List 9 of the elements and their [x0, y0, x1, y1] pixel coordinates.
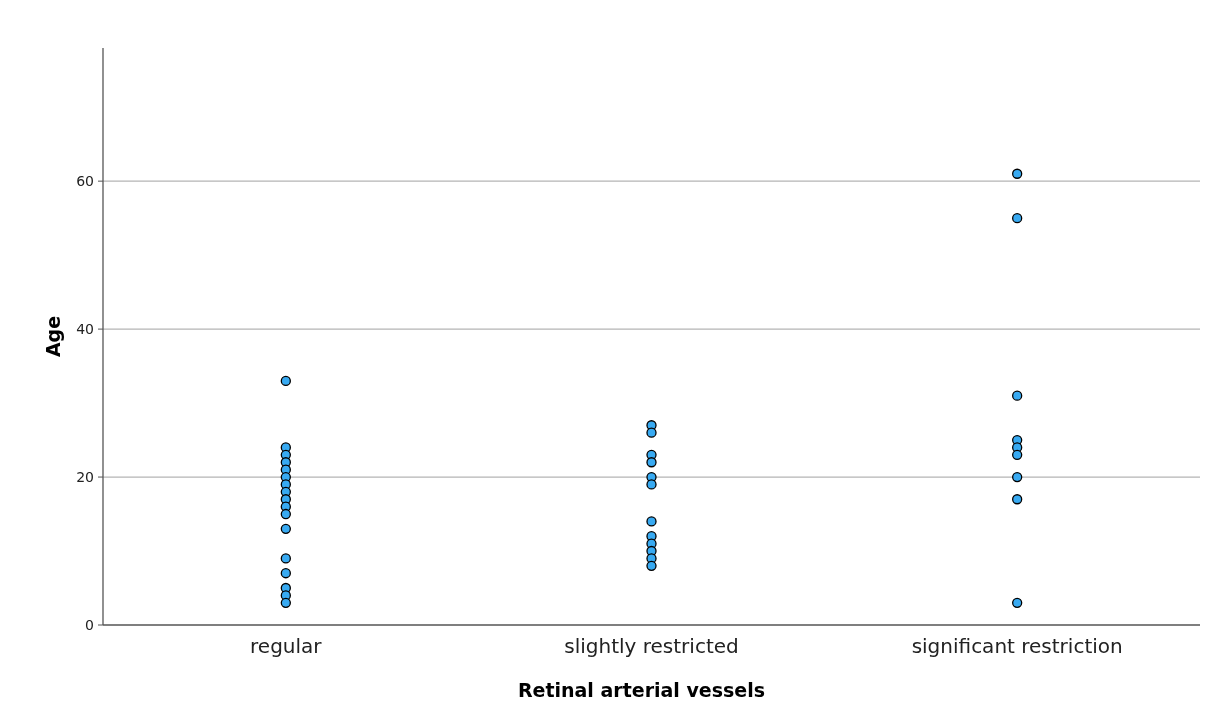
y-tick-label: 0	[85, 616, 94, 633]
y-tick-label: 20	[76, 468, 94, 485]
x-axis-title: Retinal arterial vessels	[517, 679, 766, 701]
x-tick-label: significant restriction	[911, 634, 1123, 658]
x-tick-label: regular	[250, 634, 323, 658]
x-tick-label: slightly restricted	[564, 634, 739, 658]
y-tick-label: 60	[76, 173, 94, 190]
y-tick-label: 40	[76, 321, 94, 337]
y-axis-title: Age	[42, 315, 64, 358]
